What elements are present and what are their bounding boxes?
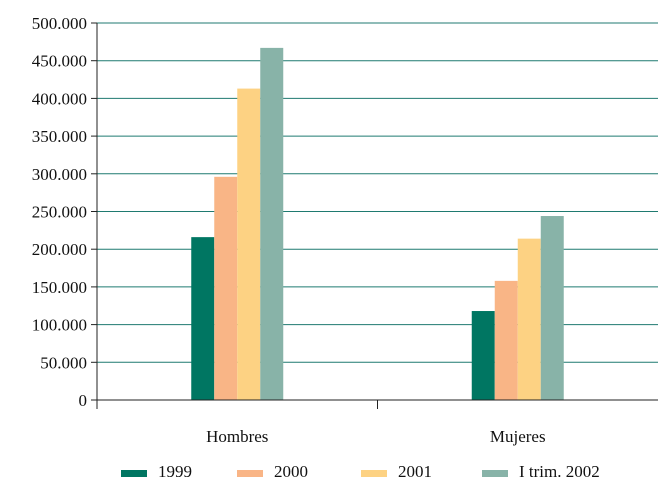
bar-mujeres-1 [494,280,518,400]
bar-hombres-0 [191,237,215,400]
y-tick-label: 100.000 [32,316,87,335]
legend-label: I trim. 2002 [519,462,600,481]
y-tick-label: 0 [79,391,88,410]
bar-hombres-1 [214,176,238,400]
y-tick-label: 150.000 [32,278,87,297]
x-category-label: Hombres [206,427,268,446]
y-tick-label: 350.000 [32,127,87,146]
y-tick-label: 250.000 [32,203,87,222]
legend-swatch [482,470,508,477]
y-axis-ticks: 0 50.000 100.000 150.000 200.000 250.000 300.0… [32,14,87,410]
y-tick-label: 300.000 [32,165,87,184]
y-tick-label: 450.000 [32,52,87,71]
x-category-label: Mujeres [490,427,546,446]
bar-hombres-3 [260,47,284,401]
legend-swatch [121,470,147,477]
y-tick-label: 200.000 [32,240,87,259]
bar-mujeres-0 [471,311,495,400]
bars [191,47,564,401]
legend-label: 2000 [274,462,308,481]
legend-swatch [237,470,263,477]
legend-swatch [361,470,387,477]
bar-mujeres-3 [540,216,564,400]
x-axis-categories: Hombres Mujeres [206,427,546,446]
gridlines [97,22,658,363]
y-tick-label: 400.000 [32,89,87,108]
axes [91,22,658,409]
bar-hombres-2 [237,88,261,401]
bar-mujeres-2 [517,238,541,400]
legend-label: 2001 [398,462,432,481]
y-tick-label: 50.000 [40,353,87,372]
y-tick-label: 500.000 [32,14,87,33]
legend: 1999 2000 2001 I trim. 2002 [121,462,600,481]
legend-label: 1999 [158,462,192,481]
